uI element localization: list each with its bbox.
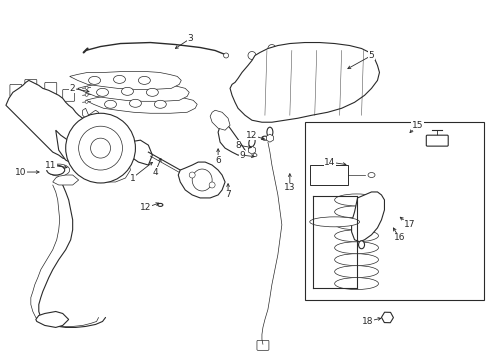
Polygon shape	[77, 84, 189, 101]
Polygon shape	[53, 175, 78, 185]
Ellipse shape	[335, 218, 378, 230]
Ellipse shape	[335, 254, 378, 266]
Text: 1: 1	[129, 174, 135, 183]
Circle shape	[85, 93, 88, 96]
Text: 13: 13	[284, 184, 295, 193]
Circle shape	[228, 138, 236, 146]
Text: 16: 16	[393, 233, 405, 242]
Ellipse shape	[335, 278, 378, 289]
Circle shape	[91, 138, 111, 158]
Polygon shape	[128, 140, 152, 165]
Ellipse shape	[335, 194, 378, 206]
Polygon shape	[93, 158, 130, 182]
Ellipse shape	[310, 217, 360, 227]
FancyBboxPatch shape	[63, 89, 74, 101]
Circle shape	[341, 81, 348, 89]
FancyBboxPatch shape	[426, 135, 448, 146]
Text: 6: 6	[215, 156, 221, 165]
Ellipse shape	[267, 127, 273, 137]
Ellipse shape	[262, 136, 268, 140]
Ellipse shape	[48, 164, 70, 176]
Ellipse shape	[158, 203, 163, 206]
Ellipse shape	[253, 154, 257, 157]
Text: 9: 9	[239, 150, 245, 159]
Ellipse shape	[335, 266, 378, 278]
Ellipse shape	[89, 76, 100, 84]
Circle shape	[85, 100, 88, 103]
Ellipse shape	[335, 230, 378, 242]
Bar	[305, 122, 484, 300]
Text: 15: 15	[412, 121, 423, 130]
Ellipse shape	[114, 75, 125, 84]
Ellipse shape	[154, 100, 166, 108]
Text: 12: 12	[246, 131, 258, 140]
Ellipse shape	[368, 172, 375, 177]
Circle shape	[248, 51, 256, 59]
FancyBboxPatch shape	[25, 80, 37, 91]
Polygon shape	[6, 80, 93, 160]
Polygon shape	[70, 71, 181, 89]
Ellipse shape	[104, 100, 117, 108]
Circle shape	[262, 69, 268, 75]
Ellipse shape	[122, 87, 133, 95]
Polygon shape	[210, 110, 230, 130]
Polygon shape	[352, 192, 385, 242]
Text: 17: 17	[404, 220, 415, 229]
Text: 14: 14	[324, 158, 335, 167]
Ellipse shape	[249, 137, 255, 147]
Text: 12: 12	[140, 203, 151, 212]
Text: 18: 18	[362, 317, 373, 326]
Text: 10: 10	[15, 167, 26, 176]
Text: 8: 8	[235, 141, 241, 150]
Text: 7: 7	[225, 190, 231, 199]
Text: 3: 3	[187, 34, 193, 43]
Circle shape	[85, 86, 88, 89]
Polygon shape	[218, 122, 245, 155]
Circle shape	[78, 126, 122, 170]
Ellipse shape	[129, 99, 142, 107]
Text: 11: 11	[45, 161, 56, 170]
FancyBboxPatch shape	[45, 82, 57, 94]
Ellipse shape	[97, 88, 108, 96]
Circle shape	[327, 67, 363, 103]
Circle shape	[345, 46, 354, 54]
Bar	[310, 165, 347, 185]
Text: 4: 4	[152, 167, 158, 176]
Text: 5: 5	[368, 51, 374, 60]
Text: 2: 2	[70, 84, 75, 93]
Circle shape	[259, 67, 271, 78]
Ellipse shape	[335, 242, 378, 254]
Polygon shape	[86, 95, 197, 113]
Ellipse shape	[47, 165, 65, 175]
Ellipse shape	[359, 241, 365, 249]
Ellipse shape	[138, 76, 150, 84]
Ellipse shape	[147, 88, 158, 96]
Circle shape	[189, 172, 195, 178]
Ellipse shape	[192, 169, 212, 191]
Polygon shape	[36, 311, 69, 328]
FancyBboxPatch shape	[10, 84, 22, 96]
Circle shape	[223, 53, 228, 58]
Circle shape	[268, 45, 276, 53]
FancyBboxPatch shape	[257, 340, 269, 350]
Circle shape	[66, 113, 135, 183]
Polygon shape	[56, 130, 93, 168]
Polygon shape	[178, 162, 225, 198]
Circle shape	[209, 182, 215, 188]
Polygon shape	[230, 42, 379, 122]
Circle shape	[335, 75, 355, 95]
Polygon shape	[83, 108, 98, 122]
Ellipse shape	[335, 206, 378, 218]
